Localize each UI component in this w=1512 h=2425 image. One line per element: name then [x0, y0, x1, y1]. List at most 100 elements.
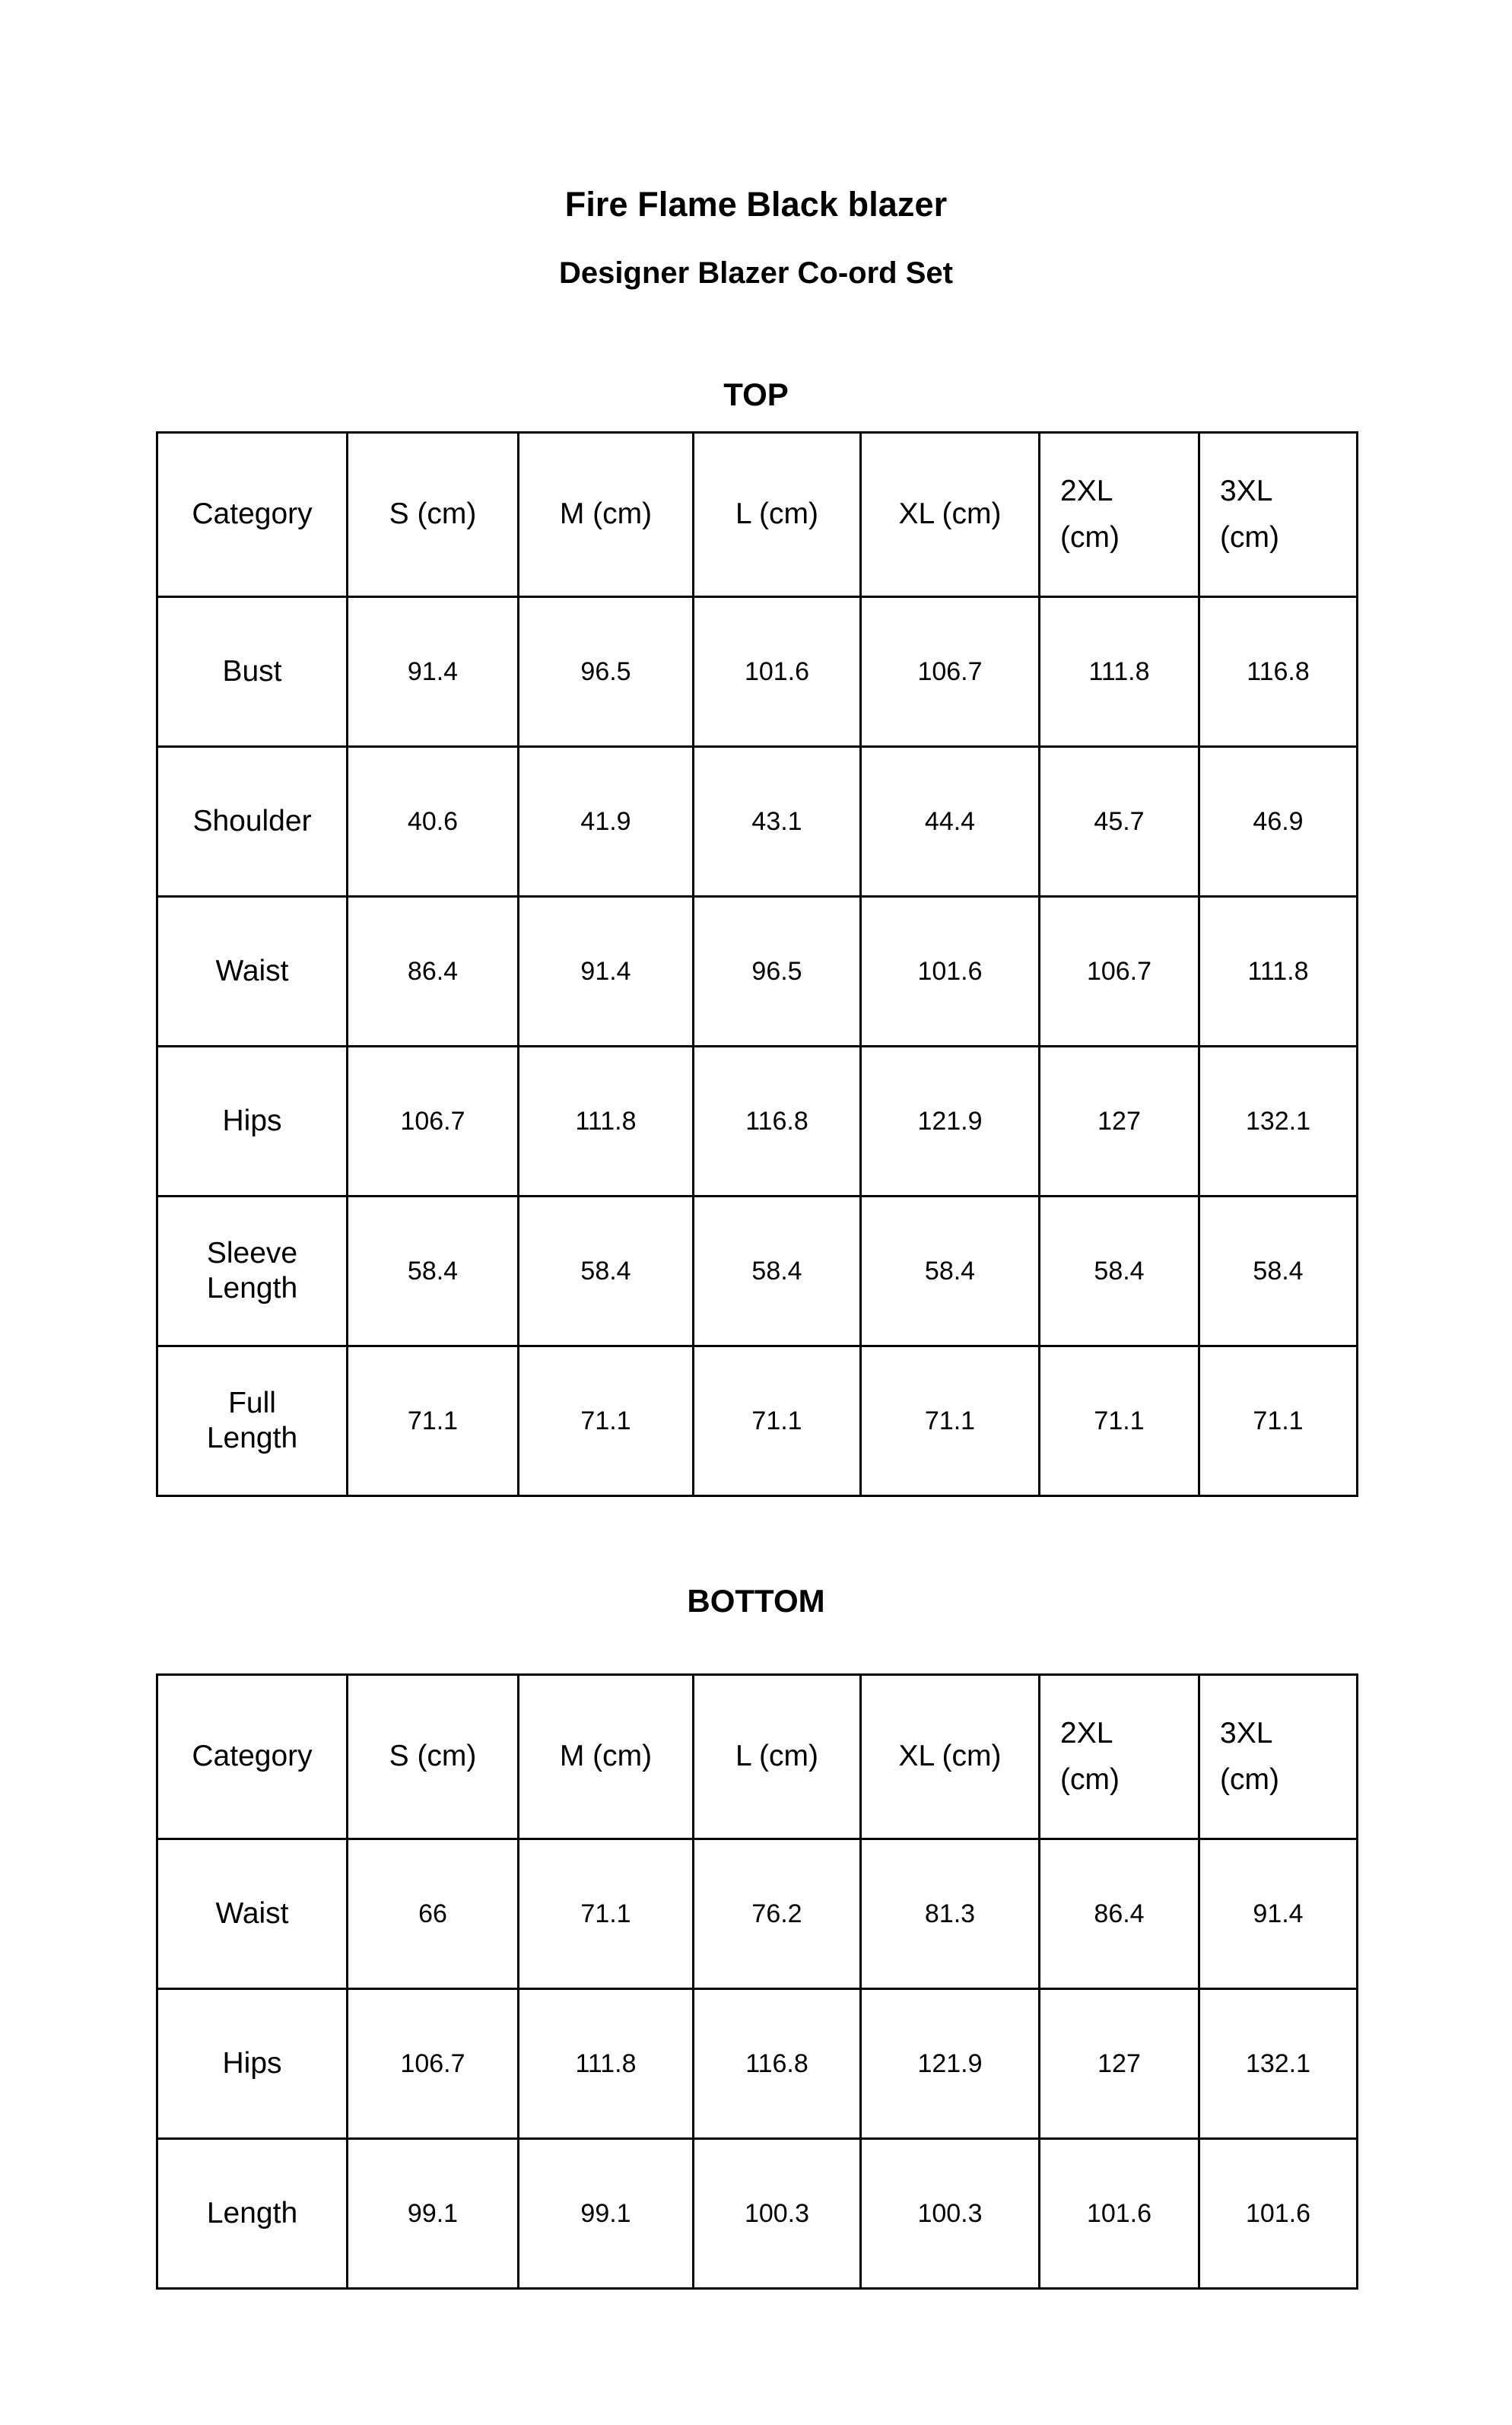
cell-full-l: 71.1 [692, 1345, 862, 1497]
cell-bwaist-l: 76.2 [692, 1838, 862, 1990]
cell-sleeve-3xl: 58.4 [1198, 1195, 1358, 1347]
cell-bhips-l: 116.8 [692, 1988, 862, 2140]
header-2xl-line1: 2XL [1060, 475, 1113, 508]
cell-bwaist-m: 71.1 [517, 1838, 694, 1990]
sleeve-label-line1: Sleeve [206, 1236, 298, 1270]
top-size-table: Category S (cm) M (cm) L (cm) XL (cm) 2X… [156, 431, 1358, 1497]
page-subtitle: Designer Blazer Co-ord Set [559, 256, 953, 290]
column-header-xl: XL (cm) [859, 431, 1040, 598]
full-label-line1: Full [228, 1386, 276, 1419]
row-label-length-bottom: Length [156, 2137, 348, 2290]
cell-full-2xl: 71.1 [1038, 1345, 1200, 1497]
row-label-bust: Bust [156, 596, 348, 748]
cell-bust-3xl: 116.8 [1198, 596, 1358, 748]
row-label-waist: Waist [156, 895, 348, 1047]
cell-bwaist-3xl: 91.4 [1198, 1838, 1358, 1990]
row-label-hips: Hips [156, 1045, 348, 1197]
column-header-l-bottom: L (cm) [692, 1673, 862, 1840]
cell-bwaist-2xl: 86.4 [1038, 1838, 1200, 1990]
header-3xl-line1: 3XL [1220, 475, 1273, 508]
column-header-s-bottom: S (cm) [346, 1673, 519, 1840]
row-label-sleeve-length: Sleeve Length [156, 1195, 348, 1347]
page-title: Fire Flame Black blazer [564, 185, 948, 224]
cell-bhips-s: 106.7 [346, 1988, 519, 2140]
cell-waist-xl: 101.6 [859, 895, 1040, 1047]
cell-bust-xl: 106.7 [859, 596, 1040, 748]
cell-bhips-m: 111.8 [517, 1988, 694, 2140]
cell-shoulder-l: 43.1 [692, 745, 862, 898]
cell-sleeve-l: 58.4 [692, 1195, 862, 1347]
table-row: Shoulder 40.6 41.9 43.1 44.4 45.7 46.9 [156, 745, 1358, 898]
cell-full-s: 71.1 [346, 1345, 519, 1497]
cell-bhips-xl: 121.9 [859, 1988, 1040, 2140]
section-label-top: TOP [723, 377, 789, 412]
cell-bust-m: 96.5 [517, 596, 694, 748]
cell-waist-s: 86.4 [346, 895, 519, 1047]
cell-waist-2xl: 106.7 [1038, 895, 1200, 1047]
column-header-s: S (cm) [346, 431, 519, 598]
column-header-m-bottom: M (cm) [517, 1673, 694, 1840]
cell-waist-m: 91.4 [517, 895, 694, 1047]
header-3xl-bottom-line2: (cm) [1220, 1762, 1279, 1796]
table-row: Sleeve Length 58.4 58.4 58.4 58.4 58.4 5… [156, 1195, 1358, 1347]
cell-waist-3xl: 111.8 [1198, 895, 1358, 1047]
cell-hips-2xl: 127 [1038, 1045, 1200, 1197]
column-header-category: Category [156, 431, 348, 598]
header-3xl-bottom-line1: 3XL [1220, 1717, 1273, 1750]
table-header-row: Category S (cm) M (cm) L (cm) XL (cm) 2X… [156, 431, 1358, 598]
column-header-l: L (cm) [692, 431, 862, 598]
row-label-hips-bottom: Hips [156, 1988, 348, 2140]
cell-shoulder-m: 41.9 [517, 745, 694, 898]
sleeve-label-line2: Length [206, 1272, 298, 1305]
cell-sleeve-xl: 58.4 [859, 1195, 1040, 1347]
cell-blength-m: 99.1 [517, 2137, 694, 2290]
cell-waist-l: 96.5 [692, 895, 862, 1047]
full-label-line2: Length [206, 1422, 298, 1454]
cell-hips-m: 111.8 [517, 1045, 694, 1197]
cell-shoulder-3xl: 46.9 [1198, 745, 1358, 898]
cell-blength-l: 100.3 [692, 2137, 862, 2290]
cell-bust-s: 91.4 [346, 596, 519, 748]
header-2xl-bottom-line2: (cm) [1060, 1762, 1120, 1796]
cell-hips-l: 116.8 [692, 1045, 862, 1197]
column-header-m: M (cm) [517, 431, 694, 598]
table-row: Length 99.1 99.1 100.3 100.3 101.6 101.6 [156, 2137, 1358, 2290]
cell-bhips-2xl: 127 [1038, 1988, 1200, 2140]
row-label-shoulder: Shoulder [156, 745, 348, 898]
table-header-row: Category S (cm) M (cm) L (cm) XL (cm) 2X… [156, 1673, 1358, 1840]
cell-sleeve-2xl: 58.4 [1038, 1195, 1200, 1347]
column-header-category-bottom: Category [156, 1673, 348, 1840]
cell-blength-xl: 100.3 [859, 2137, 1040, 2290]
cell-shoulder-2xl: 45.7 [1038, 745, 1200, 898]
column-header-2xl-bottom: 2XL (cm) [1038, 1673, 1200, 1840]
header-2xl-bottom-line1: 2XL [1060, 1717, 1113, 1750]
cell-full-m: 71.1 [517, 1345, 694, 1497]
cell-blength-2xl: 101.6 [1038, 2137, 1200, 2290]
cell-bust-2xl: 111.8 [1038, 596, 1200, 748]
table-row: Hips 106.7 111.8 116.8 121.9 127 132.1 [156, 1045, 1358, 1197]
cell-full-xl: 71.1 [859, 1345, 1040, 1497]
table-row: Hips 106.7 111.8 116.8 121.9 127 132.1 [156, 1988, 1358, 2140]
cell-shoulder-s: 40.6 [346, 745, 519, 898]
header-2xl-line2: (cm) [1060, 520, 1120, 554]
title-block: Fire Flame Black blazer Designer Blazer … [0, 187, 1512, 288]
cell-bhips-3xl: 132.1 [1198, 1988, 1358, 2140]
cell-sleeve-m: 58.4 [517, 1195, 694, 1347]
table-row: Bust 91.4 96.5 101.6 106.7 111.8 116.8 [156, 596, 1358, 748]
cell-bwaist-xl: 81.3 [859, 1838, 1040, 1990]
cell-bust-l: 101.6 [692, 596, 862, 748]
row-label-full-length: Full Length [156, 1345, 348, 1497]
column-header-3xl: 3XL (cm) [1198, 431, 1358, 598]
cell-bwaist-s: 66 [346, 1838, 519, 1990]
column-header-3xl-bottom: 3XL (cm) [1198, 1673, 1358, 1840]
cell-hips-3xl: 132.1 [1198, 1045, 1358, 1197]
table-row: Full Length 71.1 71.1 71.1 71.1 71.1 71.… [156, 1345, 1358, 1497]
cell-shoulder-xl: 44.4 [859, 745, 1040, 898]
cell-hips-xl: 121.9 [859, 1045, 1040, 1197]
table-row: Waist 86.4 91.4 96.5 101.6 106.7 111.8 [156, 895, 1358, 1047]
cell-blength-3xl: 101.6 [1198, 2137, 1358, 2290]
column-header-2xl: 2XL (cm) [1038, 431, 1200, 598]
cell-sleeve-s: 58.4 [346, 1195, 519, 1347]
section-label-bottom: BOTTOM [687, 1583, 825, 1619]
